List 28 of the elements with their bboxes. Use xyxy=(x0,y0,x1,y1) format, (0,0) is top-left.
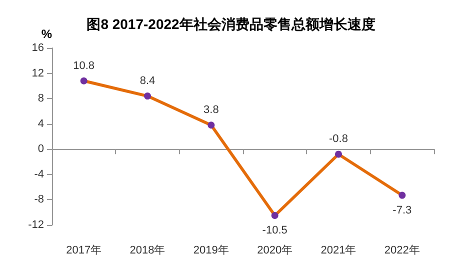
data-label: -10.5 xyxy=(262,224,288,237)
x-tick-label: 2020年 xyxy=(257,244,293,256)
data-label: 8.4 xyxy=(140,75,156,88)
y-tick-label: 4 xyxy=(38,118,44,130)
point xyxy=(335,150,342,158)
x-tick-label: 2019年 xyxy=(193,244,229,256)
y-tick-label: 12 xyxy=(32,67,44,80)
y-tick-label: 8 xyxy=(38,92,44,105)
x-tick-label: 2018年 xyxy=(130,244,166,256)
x-tick-label: 2022年 xyxy=(384,244,420,256)
point xyxy=(271,212,278,220)
y-tick-label: -12 xyxy=(28,219,44,231)
y-tick-label: 16 xyxy=(32,42,44,54)
y-tick-label: 0 xyxy=(38,143,44,156)
y-tick-label: -4 xyxy=(34,168,44,180)
data-label: 3.8 xyxy=(204,104,219,116)
point xyxy=(144,92,151,100)
point xyxy=(208,122,215,129)
x-tick-label: 2021年 xyxy=(320,244,356,256)
data-label: 10.8 xyxy=(73,60,95,72)
point xyxy=(398,192,406,199)
y-tick-label: -8 xyxy=(34,194,44,206)
x-tick-label: 2017年 xyxy=(66,244,102,256)
data-label: -7.3 xyxy=(392,204,412,216)
y-axis-title: % xyxy=(41,27,52,41)
chart-title: 图8 2017-2022年社会消费品零售总额增长速度 xyxy=(86,16,376,32)
point xyxy=(80,77,88,84)
data-label: -0.8 xyxy=(329,133,348,146)
